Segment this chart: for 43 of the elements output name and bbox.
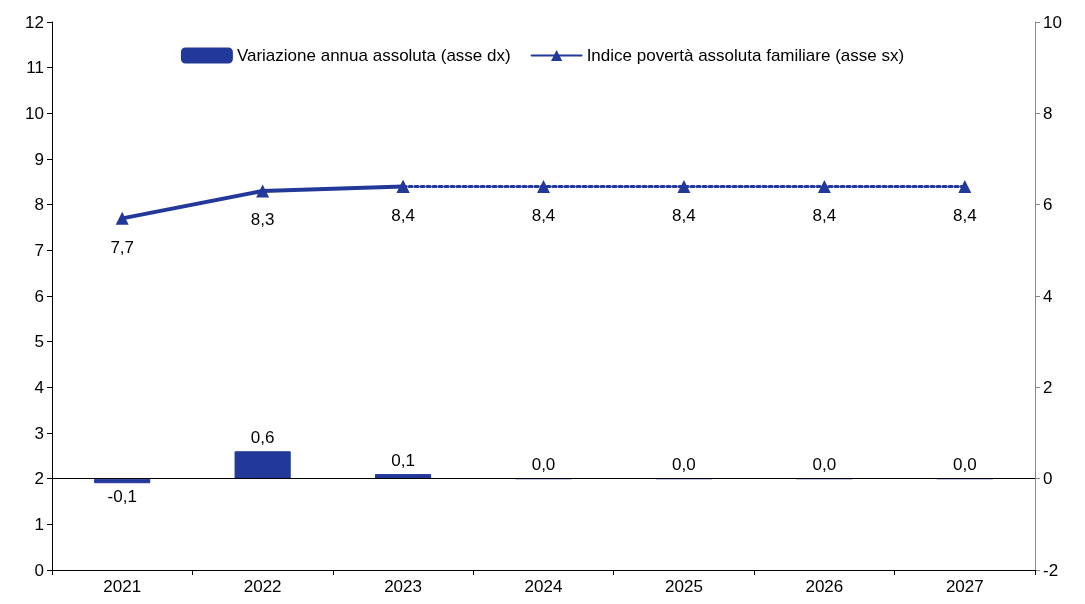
x-tick-label: 2024 [524, 577, 563, 596]
x-tick-label: 2022 [243, 577, 282, 596]
y-tick-label: 10 [25, 103, 44, 123]
data-label: 8,4 [531, 205, 556, 225]
y-tick-label: 0 [34, 560, 44, 580]
data-label: 8,4 [812, 205, 837, 225]
x-tick-label: 2021 [103, 577, 142, 596]
data-label: 8,4 [672, 205, 696, 225]
y-tick-label: 6 [34, 286, 44, 306]
data-label: 0,1 [391, 451, 415, 471]
y-tick-label: 12 [25, 12, 44, 32]
legend-label: Indice povertà assoluta familiare (asse sx) [586, 46, 905, 65]
data-label: 0,0 [672, 455, 696, 475]
x-tick-label: 2023 [384, 577, 422, 596]
y2-tick-label: 4 [1043, 286, 1053, 306]
y-tick-label: 8 [34, 195, 44, 215]
x-tick-label: 2025 [665, 577, 703, 596]
x-tick-label: 2027 [945, 577, 984, 596]
y-tick-label: 3 [34, 423, 44, 443]
data-label: 8,4 [952, 205, 977, 225]
y-tick-label: 11 [26, 58, 44, 78]
data-label: 8,3 [250, 210, 275, 230]
y-tick-label: 9 [34, 149, 44, 169]
y2-tick-label: 0 [1043, 469, 1053, 489]
data-label: 0,0 [812, 455, 837, 475]
data-label: 0,6 [250, 428, 275, 448]
y-tick-label: 2 [34, 469, 44, 489]
y2-tick-label: 8 [1043, 103, 1053, 123]
data-label: 8,4 [391, 205, 415, 225]
data-label: -0,1 [107, 487, 137, 507]
legend-label: Variazione annua assoluta (asse dx) [236, 46, 511, 65]
y-tick-label: 4 [34, 377, 44, 397]
data-label: 0,0 [531, 455, 556, 475]
data-label: 0,0 [952, 455, 977, 475]
y-tick-label: 5 [34, 332, 44, 352]
y-tick-label: 1 [34, 514, 44, 534]
y-tick-label: 7 [34, 240, 44, 260]
y2-tick-label: 6 [1043, 195, 1053, 215]
data-label: 7,7 [110, 237, 135, 257]
y2-tick-label: 10 [1043, 12, 1062, 32]
x-tick-label: 2026 [805, 577, 844, 596]
y2-tick-label: 2 [1043, 377, 1053, 397]
y2-tick-label: -2 [1043, 560, 1059, 580]
